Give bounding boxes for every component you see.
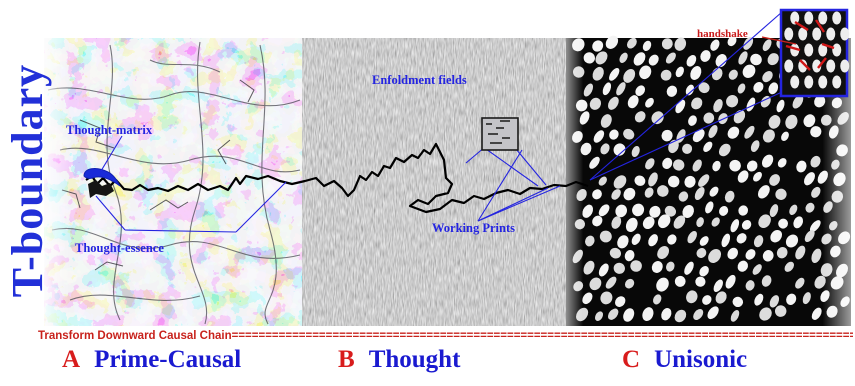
working-prints-label: Working Prints — [432, 221, 515, 235]
causal-chain-path — [85, 142, 589, 214]
inset-cell — [804, 75, 814, 89]
inset-cell — [798, 59, 808, 73]
inset-cell — [832, 11, 842, 25]
panel-letter-a: A — [62, 346, 81, 373]
panel-name-c: Unisonic — [654, 346, 748, 373]
inset-cell — [818, 75, 828, 89]
inset-cell — [812, 59, 822, 73]
panel-a-texture — [44, 38, 302, 326]
panel-c-texture — [566, 35, 851, 326]
inset-cell — [840, 27, 850, 41]
title-text: T-boundary — [3, 63, 53, 297]
inset-cell — [784, 27, 794, 41]
thought-matrix-marker — [83, 168, 121, 198]
inset-cell — [818, 43, 828, 57]
inset-cell — [832, 43, 842, 57]
vertical-title: T-boundary — [2, 30, 54, 330]
panel-name-b: Thought — [368, 346, 461, 373]
inset-cell — [826, 59, 836, 73]
panel-label-b: B Thought — [338, 346, 460, 374]
inset-cell — [818, 11, 828, 25]
handshake-label: handshake — [697, 28, 748, 40]
inset-cell — [840, 59, 850, 73]
annotation-leaders — [95, 11, 783, 233]
inset-cell — [790, 11, 800, 25]
inset-cell — [790, 75, 800, 89]
enfoldment-fields-label: Enfoldment fields — [372, 73, 467, 87]
caption-dashes: ========================================… — [231, 330, 853, 342]
inset-cell — [804, 11, 814, 25]
handshake-marks — [785, 19, 835, 71]
caption-text: Transform Downward Causal Chain — [38, 330, 232, 342]
inset-cell — [804, 43, 814, 57]
inset-cell — [826, 27, 836, 41]
thought-matrix-label: Thought-matrix — [66, 123, 153, 137]
inset-cell — [798, 27, 808, 41]
panel-label-a: A Prime-Causal — [62, 346, 241, 374]
panel-letter-b: B — [338, 346, 355, 373]
panel-name-a: Prime-Causal — [94, 346, 242, 373]
inset-cell — [832, 75, 842, 89]
thought-essence-label: Thought-essence — [75, 241, 164, 255]
causal-chain-caption: Transform Downward Causal Chain=========… — [38, 330, 853, 344]
inset-cell — [812, 27, 822, 41]
panel-label-c: C Unisonic — [622, 346, 747, 374]
working-prints-inset — [481, 117, 519, 151]
panel-b-texture — [302, 38, 566, 326]
panel-letter-c: C — [622, 346, 641, 373]
handshake-leader — [761, 36, 797, 45]
inset-cell — [784, 59, 794, 73]
handshake-inset — [779, 8, 850, 98]
